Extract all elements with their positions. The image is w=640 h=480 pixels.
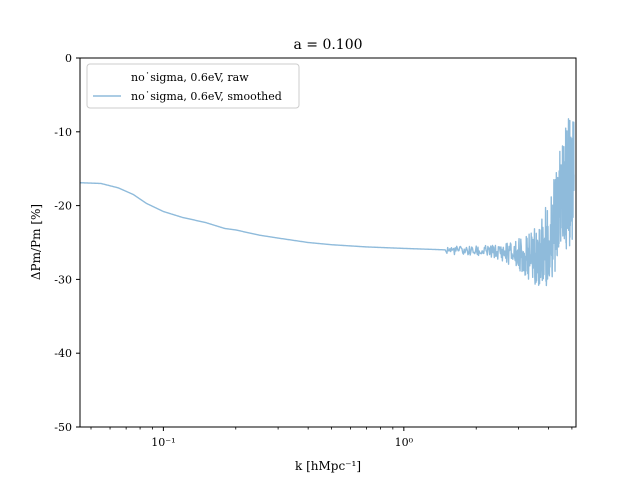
legend-label-raw: no˙sigma, 0.6eV, raw [131, 71, 249, 84]
y-tick-label-2: -20 [54, 200, 72, 213]
legend-box [86, 63, 300, 109]
y-axis: 0 -10 -20 -30 -40 -50 [54, 52, 80, 434]
plot-frame [79, 57, 577, 428]
y-tick-label-4: -40 [54, 347, 72, 360]
x-tick-label-0: 10⁻¹ [151, 436, 175, 449]
y-tick-label-0: 0 [65, 52, 72, 65]
y-tick-label-5: -50 [54, 421, 72, 434]
x-axis: 10⁻¹ 10⁰ [90, 427, 573, 449]
y-tick-label-1: -10 [54, 126, 72, 139]
x-tick-label-1: 10⁰ [395, 436, 414, 449]
legend: no˙sigma, 0.6eV, raw no˙sigma, 0.6eV, sm… [86, 63, 300, 109]
y-tick-label-3: -30 [54, 273, 72, 286]
y-axis-label: ΔPm/Pm [%] [29, 204, 43, 280]
legend-label-smoothed: no˙sigma, 0.6eV, smoothed [131, 90, 282, 103]
plot-area [79, 57, 577, 428]
series-line-1 [80, 118, 575, 287]
x-axis-label: k [hMpc⁻¹] [295, 459, 361, 473]
chart-title: a = 0.100 [293, 37, 362, 53]
